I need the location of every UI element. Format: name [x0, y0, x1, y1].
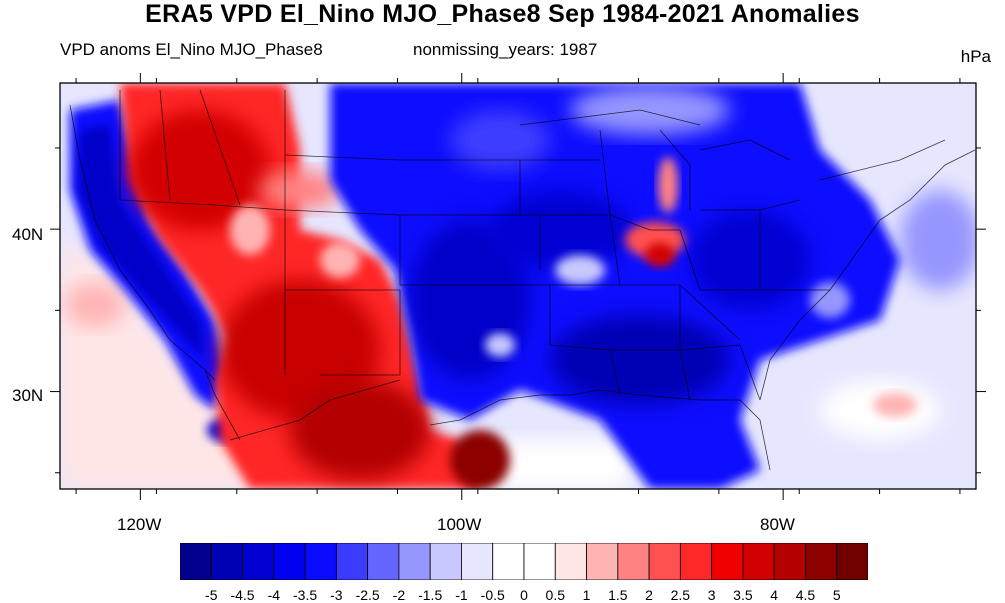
colorbar-tick-label: -2: [392, 587, 406, 603]
colorbar-box: [304, 543, 337, 580]
colorbar-box: [679, 543, 713, 580]
colorbar-tick-label: 4.5: [795, 587, 816, 603]
colorbar-tick-label: 3: [707, 587, 716, 603]
map-frame: [59, 82, 977, 490]
colorbar-box: [461, 543, 494, 580]
colorbar-tick-label: 2: [645, 587, 653, 603]
colorbar-tick-label: -5: [205, 587, 218, 603]
colorbar-tick-label: -4: [267, 587, 281, 603]
colorbar-box: [367, 543, 400, 580]
colorbar-box: [773, 543, 806, 580]
colorbar-box: [554, 543, 587, 580]
colorbar-tick-label: 0.5: [545, 587, 565, 603]
colorbar-tick-label: -1: [455, 587, 468, 603]
lon-label-80w: 80W: [760, 515, 795, 534]
colorbar-tick-label: 2.5: [670, 587, 691, 603]
colorbar-box: [523, 543, 556, 580]
colorbar-tick-label: 3.5: [733, 587, 753, 603]
colorbar-tick-label: 1: [582, 587, 591, 603]
colorbar-box: [648, 543, 681, 580]
colorbar-box: [711, 543, 744, 580]
colorbar-tick-label: -4.5: [230, 587, 255, 603]
colorbar-tick-label: -3: [330, 587, 343, 603]
axis-ticks: [50, 73, 986, 500]
lon-label-100w: 100W: [437, 515, 482, 534]
colorbar-tick-label: -3.5: [293, 587, 318, 603]
lon-label-120w: 120W: [117, 515, 162, 534]
colorbar-box: [210, 543, 243, 580]
colorbar-box: [242, 543, 275, 580]
subtitle-center: nonmissing_years: 1987: [413, 40, 598, 59]
colorbar: [180, 543, 868, 580]
colorbar-box: [492, 543, 525, 580]
colorbar-tick-label: -0.5: [480, 587, 505, 603]
colorbar-tick-label: -1.5: [418, 587, 443, 603]
colorbar-tick-label: 5: [832, 587, 841, 603]
colorbar-box: [429, 543, 462, 580]
colorbar-tick-label: 4: [770, 587, 779, 603]
colorbar-box: [836, 543, 868, 580]
lat-label-30n: 30N: [12, 386, 44, 405]
colorbar-box: [180, 543, 212, 580]
units-label: hPa: [960, 47, 991, 66]
anomaly-field: [60, 83, 976, 489]
lat-label-40n: 40N: [12, 225, 44, 244]
colorbar-tick-label: 1.5: [608, 587, 628, 603]
colorbar-tick-label: 0: [520, 587, 528, 603]
colorbar-box: [335, 543, 369, 580]
colorbar-box: [273, 543, 306, 580]
colorbar-tick-label: -2.5: [355, 587, 380, 603]
colorbar-box: [805, 543, 838, 580]
colorbar-box: [742, 543, 775, 580]
colorbar-box: [617, 543, 650, 580]
colorbar-box: [398, 543, 431, 580]
plot-title: ERA5 VPD El_Nino MJO_Phase8 Sep 1984-202…: [145, 0, 860, 28]
colorbar-box: [586, 543, 619, 580]
subtitle-left: VPD anoms El_Nino MJO_Phase8: [60, 40, 323, 59]
